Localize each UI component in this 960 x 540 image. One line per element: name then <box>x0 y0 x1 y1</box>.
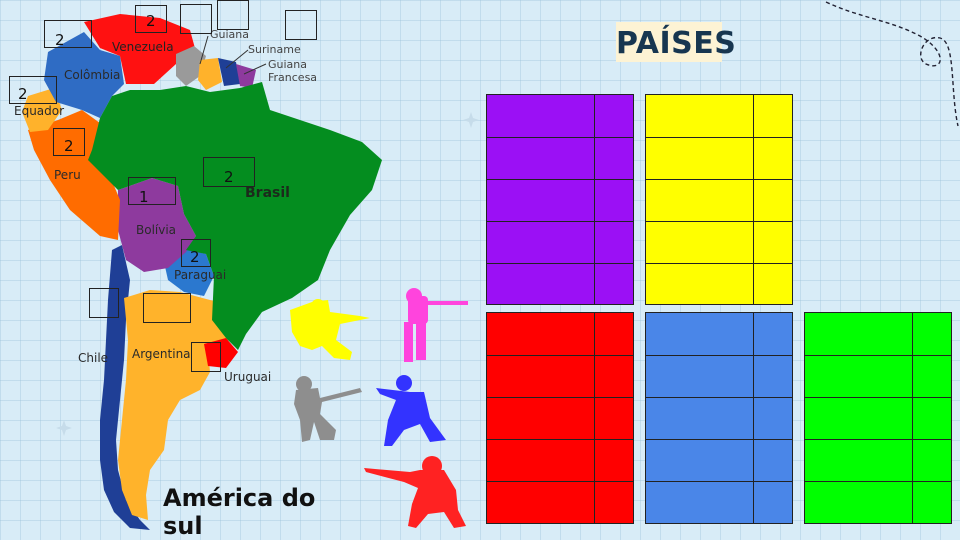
bolivia-answer-box[interactable]: 1 <box>128 177 176 206</box>
label-paraguai: Paraguai <box>174 268 227 282</box>
label-argentina: Argentina <box>132 347 191 361</box>
peru-region <box>28 110 120 240</box>
label-venezuela: Venezuela <box>112 40 174 54</box>
ecuador-region <box>22 88 62 132</box>
label-equador: Equador <box>14 104 65 118</box>
brasil-answer-box[interactable]: 2 <box>203 157 255 187</box>
label-colombia: Colômbia <box>64 68 121 82</box>
venezuela-region <box>84 14 196 84</box>
colombia-region <box>44 32 124 118</box>
argentina-region <box>118 290 232 520</box>
guiana-francesa-answer-box[interactable] <box>285 10 317 40</box>
venezuela-answer-box[interactable]: 2 <box>135 5 167 33</box>
team-table-green[interactable] <box>804 312 952 524</box>
soldier-icon-blue <box>376 375 446 446</box>
argentina-answer-box[interactable] <box>143 293 191 323</box>
label-bolivia: Bolívia <box>136 223 177 237</box>
colombia-answer-box[interactable]: 2 <box>44 20 92 49</box>
box-value: 2 <box>18 85 28 103</box>
soldier-icon-yellow <box>290 299 370 360</box>
soldier-icon-gray <box>294 376 362 442</box>
chile-region <box>100 245 150 530</box>
decorative-dashed-curve <box>825 1 959 127</box>
sparkle-icon <box>463 112 479 128</box>
label-guiana: Guiana <box>210 28 250 41</box>
box-value: 2 <box>64 137 74 155</box>
chile-answer-box[interactable] <box>89 288 119 318</box>
label-guiana-francesa: Guiana Francesa <box>268 58 318 84</box>
suriname-region <box>198 58 222 90</box>
label-suriname: Suriname <box>248 43 301 56</box>
suriname-answer-box[interactable] <box>217 0 249 30</box>
uruguay-region <box>204 338 238 368</box>
page-title: PAÍSES <box>616 22 736 62</box>
french-guiana-region <box>218 58 240 86</box>
label-peru: Peru <box>54 168 81 182</box>
label-brasil: Brasil <box>245 185 290 201</box>
peru-answer-box[interactable]: 2 <box>53 128 85 156</box>
label-chile: Chile <box>78 351 109 365</box>
equador-answer-box[interactable]: 2 <box>9 76 57 104</box>
box-value: 2 <box>146 12 156 30</box>
guiana-answer-box[interactable] <box>180 4 212 34</box>
team-table-blue[interactable] <box>645 312 793 524</box>
paraguai-answer-box[interactable]: 2 <box>181 239 211 267</box>
team-table-red[interactable] <box>486 312 634 524</box>
guiana-leader-lines <box>199 35 267 75</box>
team-table-yellow[interactable] <box>645 94 793 305</box>
box-value: 1 <box>139 188 149 206</box>
uruguai-answer-box[interactable] <box>191 342 221 372</box>
map-subtitle: América do sul <box>163 484 316 540</box>
brazil-region <box>88 82 382 350</box>
box-value: 2 <box>190 248 200 266</box>
south-america-map <box>22 14 382 530</box>
team-table-purple[interactable] <box>486 94 634 305</box>
box-value: 2 <box>55 31 65 49</box>
box-value: 2 <box>224 168 234 186</box>
label-uruguai: Uruguai <box>224 370 272 384</box>
soldier-icon-red <box>364 456 466 528</box>
bolivia-region <box>118 178 196 272</box>
sparkle-icon <box>56 420 72 436</box>
soldier-icon-pink <box>404 288 468 362</box>
